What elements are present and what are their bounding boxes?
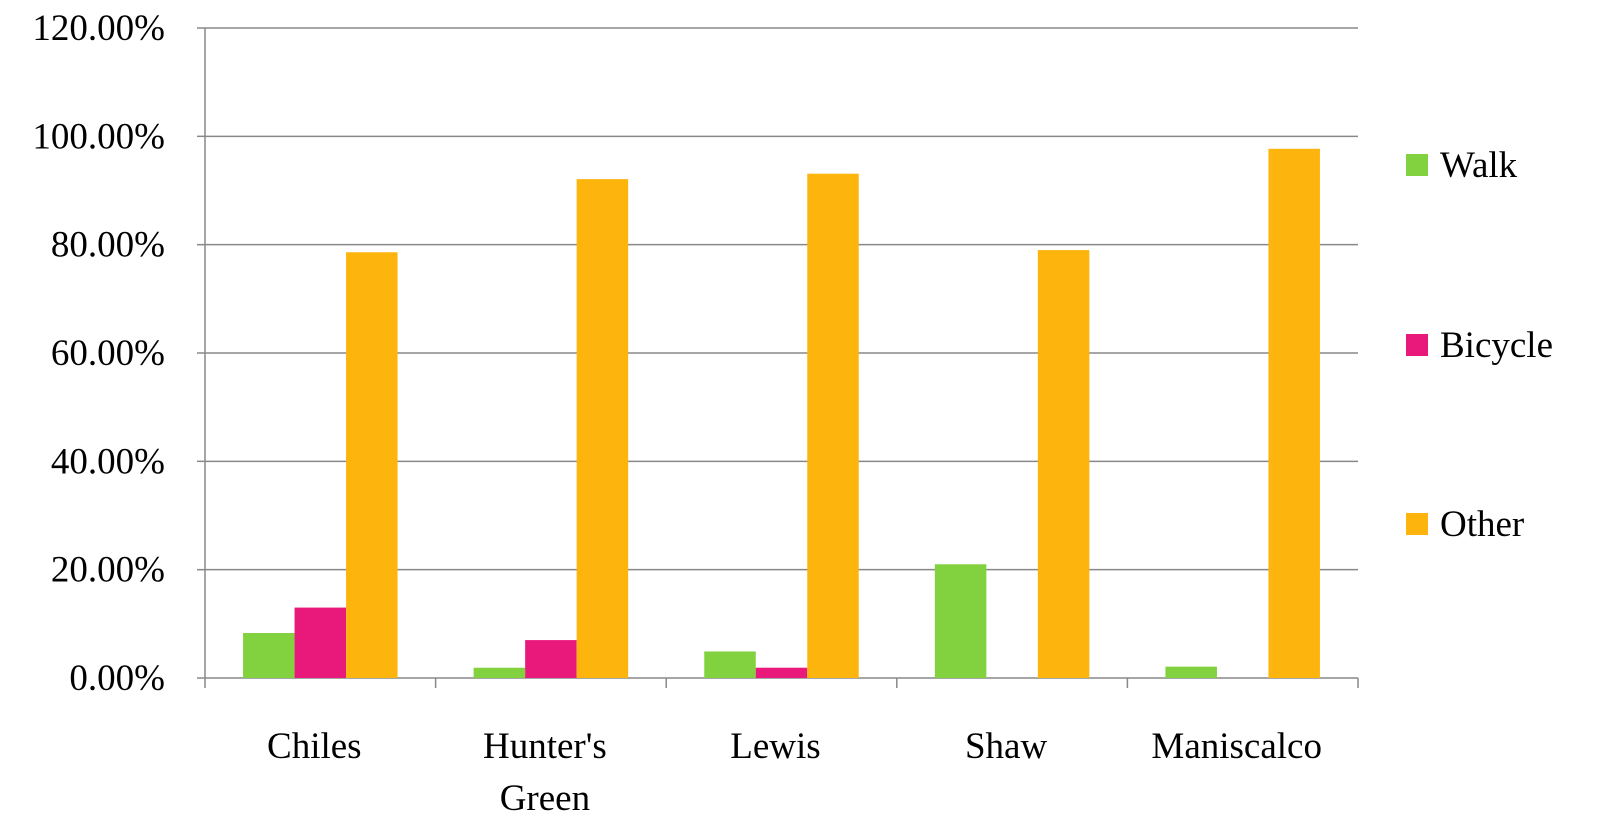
bar-other — [1268, 148, 1320, 678]
y-tick-label: 20.00% — [51, 550, 165, 591]
bar-other — [346, 252, 398, 678]
bar-other — [576, 179, 629, 678]
legend-label-walk: Walk — [1440, 145, 1518, 186]
category-label: Lewis — [730, 726, 820, 767]
bar-other — [1037, 250, 1090, 679]
category-label: Chiles — [267, 726, 362, 767]
legend-swatch-other — [1406, 513, 1428, 535]
bar-bicycle — [755, 667, 808, 678]
bar-walk — [1165, 666, 1217, 678]
y-tick-label: 40.00% — [51, 441, 165, 482]
bar-bicycle — [525, 640, 577, 678]
category-label: Maniscalco — [1151, 726, 1322, 767]
bar-other — [807, 173, 859, 679]
category-label: Hunter's — [483, 726, 607, 767]
bar-walk — [473, 667, 526, 678]
y-tick-label: 120.00% — [32, 8, 165, 49]
category-label: Green — [500, 778, 590, 819]
legend-swatch-bicycle — [1406, 334, 1428, 356]
legend-label-other: Other — [1440, 504, 1524, 545]
y-tick-label: 80.00% — [51, 225, 165, 266]
category-label: Shaw — [965, 726, 1048, 767]
bar-walk — [934, 564, 987, 678]
legend-swatch-walk — [1406, 154, 1428, 176]
y-tick-label: 60.00% — [51, 333, 165, 374]
legend-label-bicycle: Bicycle — [1440, 325, 1553, 366]
bar-walk — [243, 633, 295, 678]
bar-bicycle — [294, 607, 347, 678]
bar-walk — [704, 651, 756, 678]
y-tick-label: 100.00% — [32, 116, 165, 157]
y-tick-label: 0.00% — [69, 658, 165, 699]
